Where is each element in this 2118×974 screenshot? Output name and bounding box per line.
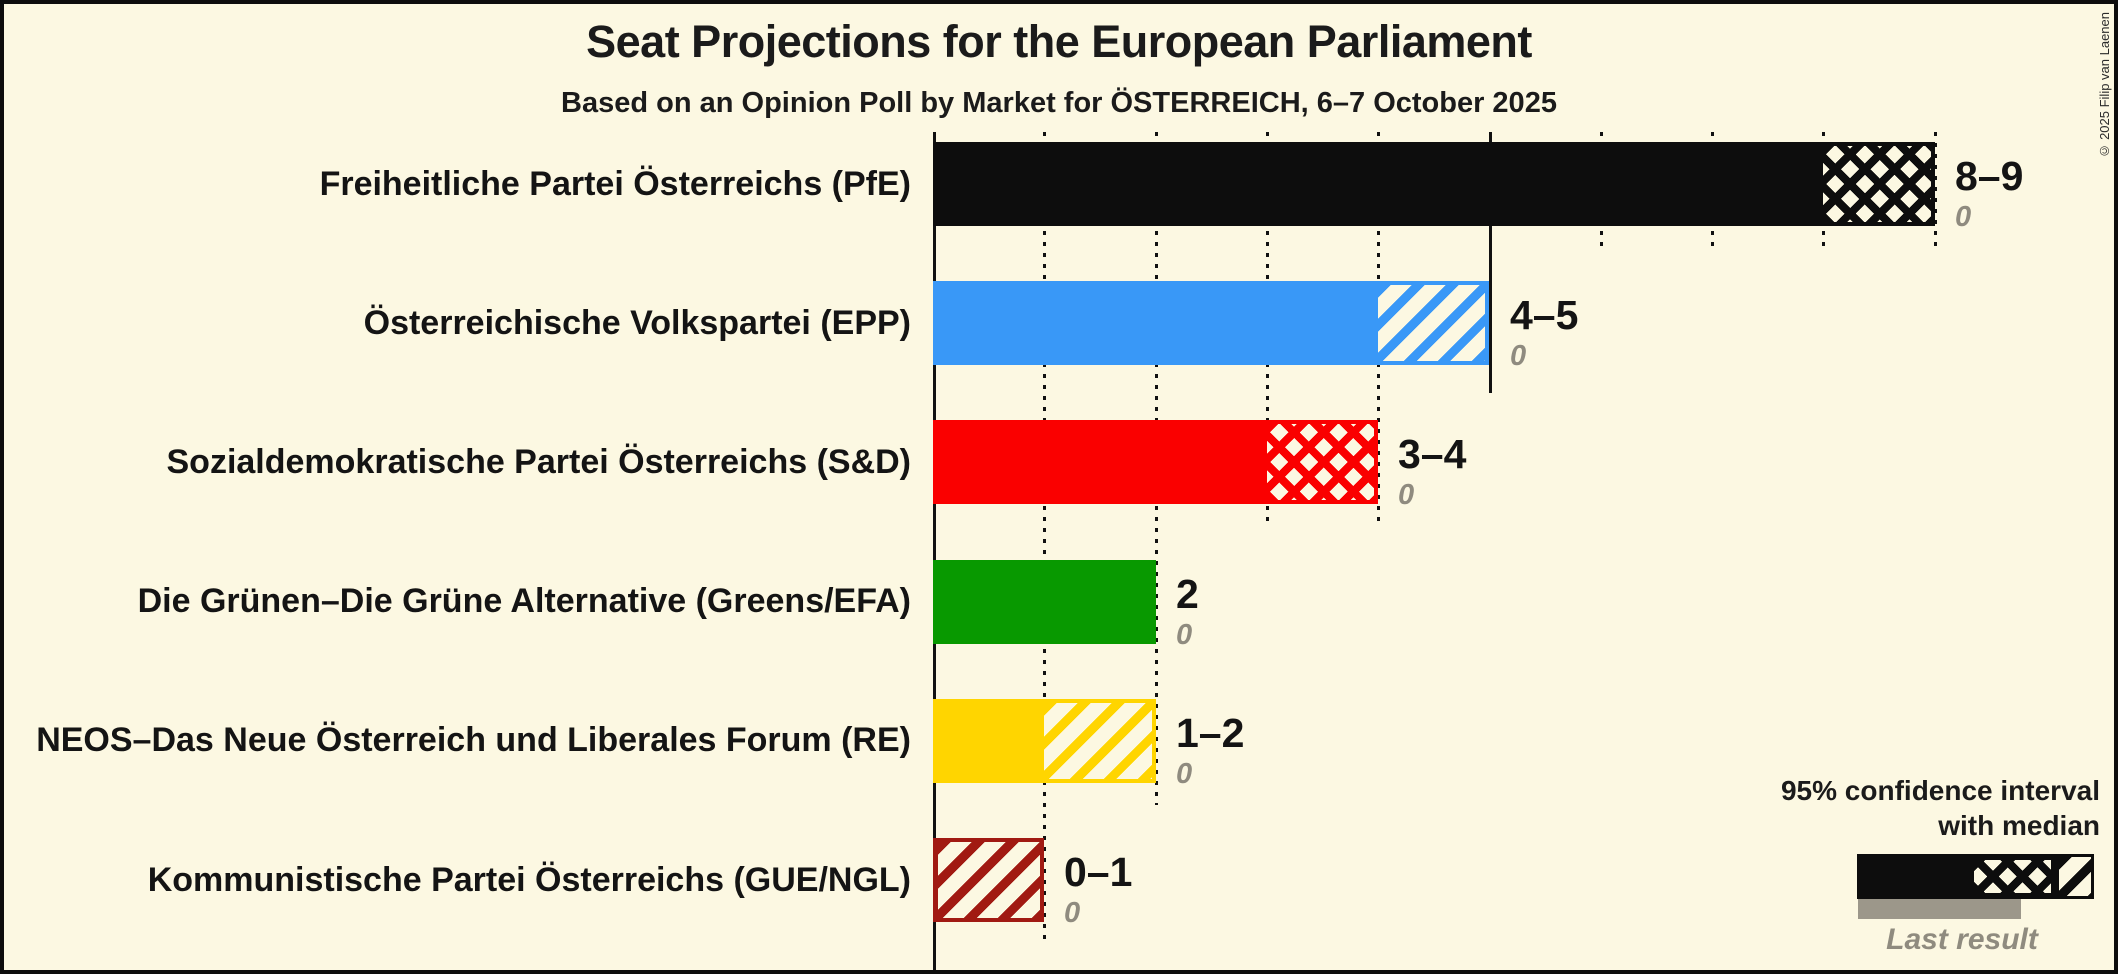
bar-crosshatch-segment [1266,420,1379,505]
seat-bar [933,281,1490,366]
legend-solid-segment [1860,857,1974,896]
bar-solid-segment [933,698,1045,783]
bar-diagonal-segment [933,838,1045,922]
gridline [1043,132,1046,944]
bar-solid-segment [933,142,1824,226]
legend-crosshatch-segment [1974,857,2054,896]
ci-value-label: 8–9 0 [1955,155,2023,233]
ci-range-text: 1–2 [1176,710,1245,756]
seat-bar [933,559,1156,644]
seat-bar [933,420,1379,505]
bar-crosshatch-segment [1823,142,1935,226]
party-label: Kommunistische Partei Österreichs (GUE/N… [147,860,911,899]
party-label: Österreichische Volkspartei (EPP) [363,303,911,342]
gridline [1934,132,1937,248]
party-label: Freiheitliche Partei Österreichs (PfE) [319,164,911,203]
ci-range-text: 4–5 [1510,292,1579,338]
last-result-value: 0 [1955,201,1972,233]
seat-bar [933,838,1045,922]
legend-last-result-bar [1858,899,2021,919]
legend-last-result-label: Last result [1886,923,2038,956]
axis-tick-line [1489,132,1492,393]
copyright-note: © 2025 Filip van Laenen [2097,12,2112,159]
legend-ci-label: 95% confidence interval with median [1781,773,2100,843]
legend-diagonal-segment [2054,857,2091,896]
party-label: NEOS–Das Neue Österreich und Liberales F… [36,721,911,760]
ci-value-label: 1–2 0 [1176,712,1244,790]
chart-title: Seat Projections for the European Parlia… [586,16,1532,67]
last-result-value: 0 [1176,758,1193,790]
chart-subtitle: Based on an Opinion Poll by Market for Ö… [561,87,1557,119]
seat-bar [933,698,1156,783]
bar-solid-segment [933,281,1379,366]
bar-solid-segment [933,559,1156,644]
bar-diagonal-segment [1044,698,1156,783]
ci-value-label: 4–5 0 [1510,294,1578,372]
last-result-value: 0 [1064,897,1081,929]
legend-ci-line2: with median [1938,810,2100,841]
ci-range-text: 0–1 [1064,849,1133,895]
ci-value-label: 3–4 0 [1398,433,1466,511]
ci-range-text: 3–4 [1398,431,1467,477]
ci-range-text: 8–9 [1955,153,2024,199]
seat-bar [933,142,1935,226]
legend-ci-bar [1857,854,2094,899]
last-result-value: 0 [1510,340,1527,372]
party-label: Sozialdemokratische Partei Österreichs (… [166,442,912,481]
legend-ci-line1: 95% confidence interval [1780,775,2100,806]
y-axis-line [933,132,936,970]
last-result-value: 0 [1176,619,1193,651]
party-label: Die Grünen–Die Grüne Alternative (Greens… [137,582,911,621]
ci-range-text: 2 [1176,571,1199,617]
ci-value-label: 0–1 0 [1064,851,1132,929]
bar-solid-segment [933,420,1267,505]
last-result-value: 0 [1398,479,1415,511]
bar-diagonal-segment [1378,281,1490,366]
